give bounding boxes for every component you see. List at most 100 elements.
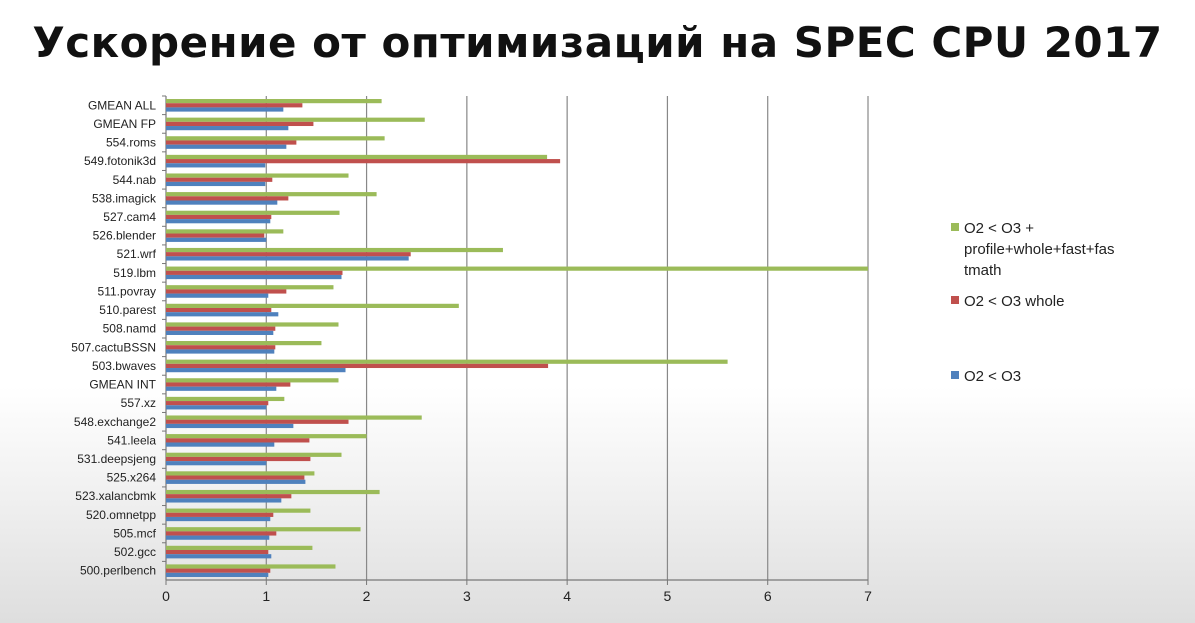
category-label: 507.cactuBSSN: [71, 340, 156, 354]
bar: [166, 494, 292, 499]
bar: [166, 126, 289, 131]
category-label: 557.xz: [121, 396, 156, 410]
x-tick-label: 7: [864, 588, 872, 604]
bar: [166, 214, 272, 220]
bar: [166, 330, 274, 335]
chart-title: Ускорение от оптимизаций на SPEC CPU 201…: [32, 18, 1163, 67]
bar: [166, 382, 291, 387]
bar: [166, 247, 503, 253]
category-label: 554.roms: [106, 136, 156, 150]
x-tick-label: 3: [463, 588, 471, 604]
bar: [166, 554, 272, 559]
category-label: 511.povray: [98, 284, 156, 298]
bar: [166, 405, 267, 410]
category-label: 549.fotonik3d: [84, 154, 156, 168]
bar: [166, 270, 343, 275]
bar: [166, 396, 285, 402]
x-tick-label: 6: [764, 588, 772, 604]
bar: [166, 572, 269, 577]
x-tick-label: 2: [363, 588, 371, 604]
bar: [166, 438, 310, 443]
bar: [166, 121, 314, 127]
category-label: 502.gcc: [114, 545, 156, 559]
bar: [166, 471, 315, 476]
bar: [166, 359, 728, 364]
bar: [166, 349, 275, 354]
bar: [166, 219, 271, 224]
bar: [166, 345, 276, 350]
category-label: 544.nab: [113, 173, 157, 187]
category-label: GMEAN INT: [89, 378, 156, 392]
bar: [166, 307, 272, 313]
category-label: 519.lbm: [113, 266, 156, 280]
bar: [166, 535, 270, 540]
bar: [166, 564, 336, 569]
bar: [166, 163, 266, 168]
bar: [166, 107, 284, 112]
bar: [166, 293, 269, 298]
bar: [166, 99, 382, 104]
bar: [166, 177, 273, 182]
category-label: 520.omnetpp: [86, 508, 156, 522]
bar: [166, 423, 294, 429]
bar: [166, 285, 334, 290]
category-label: GMEAN ALL: [88, 98, 156, 112]
x-tick-label: 5: [664, 588, 672, 604]
bar: [166, 386, 277, 391]
category-label: 510.parest: [99, 303, 156, 317]
category-label: 508.namd: [103, 322, 156, 336]
category-label: 525.x264: [107, 471, 157, 485]
bar: [166, 415, 422, 420]
bar: [166, 489, 380, 495]
legend-label: O2 < O3 whole: [964, 293, 1064, 310]
bar: [166, 442, 275, 447]
bar: [166, 363, 549, 369]
bar: [166, 196, 289, 201]
category-label: 521.wrf: [117, 247, 157, 261]
bar: [166, 419, 349, 424]
bar: [166, 237, 267, 242]
category-label: 531.deepsjeng: [77, 452, 156, 466]
x-tick-label: 1: [262, 588, 270, 604]
bar: [166, 452, 342, 457]
bar: [166, 144, 287, 149]
bar: [166, 378, 339, 383]
legend-label: profile+whole+fast+fas: [964, 241, 1115, 258]
category-label: 538.imagick: [92, 191, 157, 205]
legend-label: O2 < O3 +: [964, 220, 1034, 237]
bar: [166, 461, 267, 466]
bar: [166, 456, 311, 462]
category-label: GMEAN FP: [93, 117, 156, 131]
bar: [166, 274, 342, 280]
bar: [166, 181, 266, 187]
category-label: 505.mcf: [113, 526, 156, 540]
bar: [166, 266, 868, 271]
bar: [166, 368, 346, 373]
bar: [166, 192, 377, 197]
category-label: 500.perlbench: [80, 564, 156, 578]
bar: [166, 401, 269, 406]
bar: [166, 512, 274, 517]
bar: [166, 200, 278, 205]
bar: [166, 154, 548, 160]
bar: [166, 549, 269, 555]
bar: [166, 341, 322, 346]
x-tick-label: 4: [563, 588, 571, 604]
bar: [166, 475, 305, 480]
bar: [166, 498, 282, 503]
bar: [166, 326, 276, 331]
legend-swatch: [951, 371, 959, 379]
category-label: 503.bwaves: [92, 359, 156, 373]
legend-swatch: [951, 296, 959, 304]
bar: [166, 545, 313, 550]
bar: [166, 173, 349, 178]
category-label: 548.exchange2: [74, 415, 156, 429]
bar: [166, 229, 284, 234]
bar: [166, 303, 459, 308]
bar: [166, 159, 561, 164]
bar: [166, 210, 340, 215]
category-label: 523.xalancbmk: [75, 489, 157, 503]
bar: [166, 140, 297, 145]
x-tick-label: 0: [162, 588, 170, 604]
